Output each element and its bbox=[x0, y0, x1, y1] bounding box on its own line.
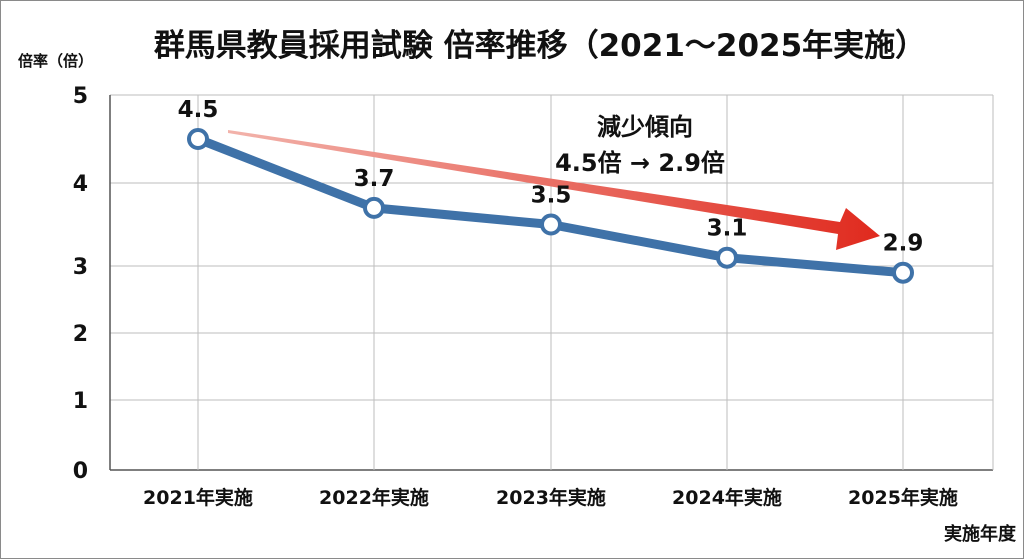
annotation-line-1: 減少傾向 bbox=[597, 113, 693, 141]
y-tick-label: 4 bbox=[73, 172, 88, 197]
data-label: 3.1 bbox=[707, 216, 748, 242]
chart-title: 群馬県教員採用試験 倍率推移（2021〜2025年実施） bbox=[153, 28, 926, 64]
data-label: 3.7 bbox=[354, 166, 395, 192]
data-point bbox=[716, 246, 738, 269]
y-axis-label: 倍率（倍） bbox=[18, 52, 93, 70]
y-tick-label: 2 bbox=[73, 322, 88, 347]
x-tick-label: 2025年実施 bbox=[848, 486, 958, 509]
trend-arrow bbox=[228, 130, 880, 250]
data-point bbox=[187, 128, 209, 150]
y-tick-label: 0 bbox=[73, 459, 88, 484]
x-tick-label: 2024年実施 bbox=[672, 486, 782, 509]
y-tick-label: 3 bbox=[73, 255, 88, 280]
data-label: 2.9 bbox=[883, 231, 924, 257]
y-tick-label: 5 bbox=[73, 84, 88, 109]
x-tick-label: 2023年実施 bbox=[496, 486, 606, 509]
data-label: 3.5 bbox=[531, 183, 572, 209]
data-point bbox=[892, 261, 914, 284]
data-point bbox=[363, 196, 385, 219]
y-tick-label: 1 bbox=[73, 389, 88, 414]
x-tick-label: 2022年実施 bbox=[319, 486, 429, 509]
data-label: 4.5 bbox=[178, 97, 219, 123]
annotation-line-2: 4.5倍 → 2.9倍 bbox=[555, 149, 725, 177]
x-tick-label: 2021年実施 bbox=[143, 486, 253, 509]
x-axis-label: 実施年度 bbox=[944, 523, 1017, 545]
data-point bbox=[540, 213, 562, 236]
